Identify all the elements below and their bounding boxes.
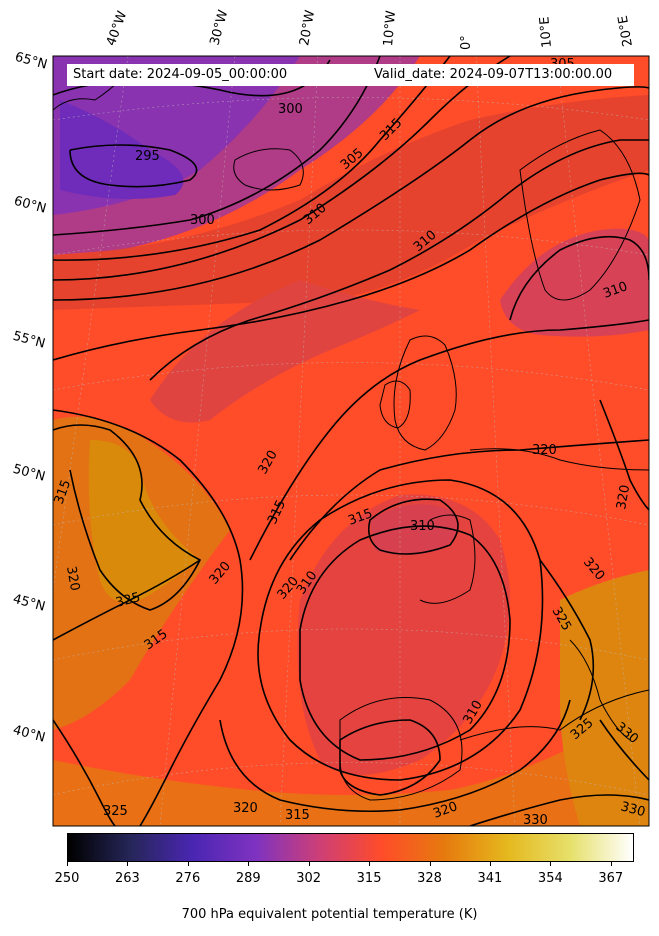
cool-ribbon-atlantic (150, 280, 420, 423)
contour-315-ring (257, 479, 544, 781)
colorbar-tick-label: 263 (114, 871, 140, 886)
cutoff-low-region (297, 494, 510, 775)
contour-label: 325 (114, 590, 142, 611)
cool-band-scandinavia (500, 228, 649, 337)
colorbar-tick-label: 367 (598, 871, 624, 886)
contour-320-c (289, 439, 649, 561)
colorbar-title: 700 hPa equivalent potential temperature… (181, 907, 478, 922)
iberia-coast (339, 697, 463, 801)
colorbar-tick-mark (369, 862, 371, 866)
contour-320-east (599, 399, 649, 511)
cold-airmass-inner (60, 100, 184, 199)
mediterranean-coast (459, 689, 649, 741)
contour-label: 300 (190, 213, 215, 228)
ireland-coast (379, 380, 411, 429)
longitude-label: 10°E (537, 15, 555, 49)
contour-310-b (149, 139, 649, 381)
contour-310-scand (509, 235, 649, 321)
contour-label: 300 (278, 102, 303, 117)
contour-label: 330 (523, 813, 548, 828)
colorbar-tick-mark (248, 862, 250, 866)
colorbar-tick-mark (308, 862, 310, 866)
colorbar (67, 833, 634, 862)
iceland-coast (233, 148, 304, 191)
colorbar-tick-mark (489, 862, 491, 866)
colorbar-tick-label: 341 (477, 871, 503, 886)
colorbar-tick-label: 354 (537, 871, 563, 886)
start-date-label: Start date: 2024-09-05_00:00:00 (73, 67, 288, 82)
contour-310-inner (367, 498, 459, 555)
colorbar-tick-label: 289 (235, 871, 261, 886)
contour-330-se (599, 719, 649, 781)
longitude-label: 0° (459, 35, 474, 50)
contour-label: 320 (63, 565, 82, 592)
warm-airmass-east (560, 570, 649, 826)
contour-310-a (53, 86, 649, 301)
contour-295 (69, 144, 198, 188)
longitude-label: 10°W (381, 9, 400, 47)
map-canvas: 295 300 300 305 305 310 310 310 310 310 … (52, 55, 650, 828)
colorbar-tick-mark (127, 862, 129, 866)
colorbar-tick-label: 250 (54, 871, 80, 886)
italy-coast (569, 639, 631, 741)
contour-label: 320 (614, 484, 633, 511)
europe-coast (469, 448, 649, 471)
colorbar-tick-label: 328 (417, 871, 442, 886)
colorbar-tick-label: 276 (175, 871, 201, 886)
contour-label: 320 (233, 801, 258, 816)
british-isles-coast (393, 335, 457, 451)
contour-310-ring (299, 525, 511, 761)
valid-date-label: Valid_date: 2024-09-07T13:00:00.00 (374, 67, 613, 82)
colorbar-tick-mark (550, 862, 552, 866)
map-frame (52, 55, 650, 827)
contour-label: 315 (285, 808, 310, 823)
date-header-box (67, 64, 634, 86)
contour-320-b (249, 319, 649, 561)
contour-lines (53, 56, 649, 826)
contour-330-s (469, 794, 649, 826)
contour-315-b (53, 409, 244, 826)
contour-325-east (539, 559, 595, 721)
contour-label: 325 (103, 804, 128, 819)
contour-305-b (53, 56, 511, 281)
france-coast (419, 514, 476, 604)
contour-320-south (219, 699, 571, 813)
colorbar-tick-mark (187, 862, 189, 866)
contour-325-west (53, 559, 201, 641)
colorbar-tick-mark (429, 862, 431, 866)
contour-300-south (53, 56, 381, 236)
warm-airmass-west-core (88, 440, 200, 603)
contour-310-iberia (339, 719, 441, 796)
contour-label: 310 (410, 519, 435, 534)
contour-label: 320 (532, 443, 557, 458)
contour-label: 295 (135, 149, 160, 164)
colorbar-tick-label: 302 (296, 871, 322, 886)
colorbar-tick-mark (67, 862, 68, 866)
contour-305-a (53, 56, 451, 261)
colorbar-tick-mark (610, 862, 612, 866)
warm-airmass-south (53, 700, 649, 826)
contour-label: 330 (619, 799, 647, 820)
colorbar-tick-label: 315 (356, 871, 382, 886)
contour-315-left (53, 719, 116, 826)
contour-315-a (53, 172, 649, 361)
cool-band-north (53, 95, 649, 310)
